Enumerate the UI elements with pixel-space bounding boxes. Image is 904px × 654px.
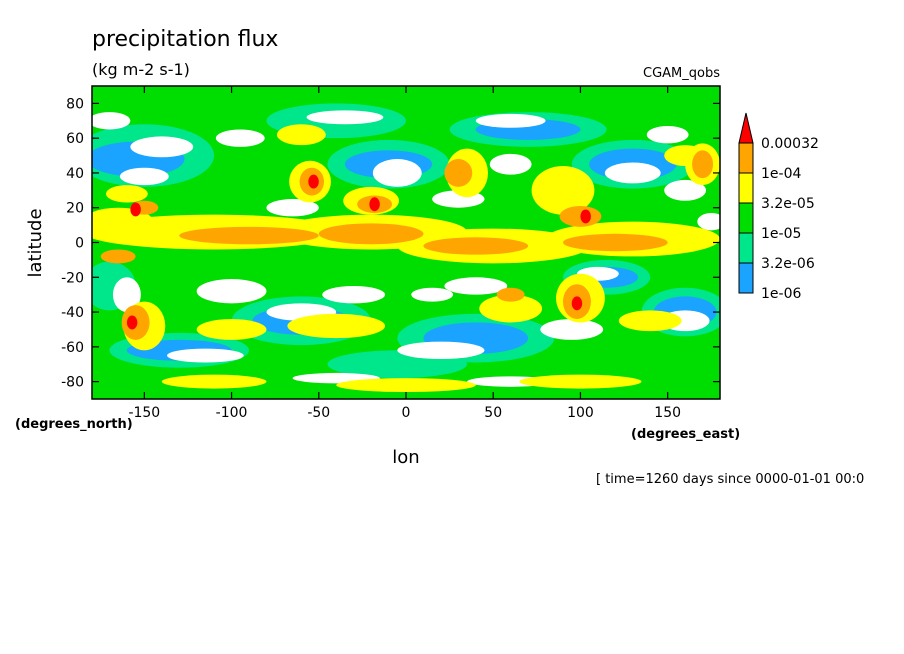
field-contour <box>266 199 319 217</box>
x-axis-units: (degrees_east) <box>631 427 740 442</box>
chart-title: precipitation flux <box>92 27 278 52</box>
x-axis-label: lon <box>392 447 419 468</box>
colorbar-swatch <box>738 172 754 204</box>
y-axis: -80 -60 -40 -20 0 20 40 60 80 <box>61 96 720 391</box>
field-contour <box>489 153 532 175</box>
field-contour <box>559 205 602 227</box>
field-contour <box>479 294 543 323</box>
field-contour <box>306 110 384 125</box>
field-contour <box>423 237 529 255</box>
colorbar-label: 1e-05 <box>761 226 801 242</box>
field-contour <box>519 374 642 389</box>
field-contour <box>540 319 604 340</box>
x-tick-label: -50 <box>307 405 330 421</box>
field-contour <box>308 174 319 189</box>
colorbar-label: 0.00032 <box>761 136 819 152</box>
colorbar-label: 1e-04 <box>761 166 801 182</box>
precipitation-field <box>92 86 720 399</box>
y-tick-label: 40 <box>66 166 84 182</box>
field-contour <box>112 277 141 313</box>
field-contour <box>372 159 422 187</box>
x-tick-label: -100 <box>216 405 248 421</box>
field-contour <box>580 209 591 224</box>
field-contour <box>411 287 454 302</box>
y-tick-label: 60 <box>66 131 84 147</box>
field-contour <box>369 197 380 212</box>
colorbar-swatch <box>738 232 754 264</box>
field-contour <box>179 226 319 245</box>
field-contour <box>130 136 194 158</box>
colorbar-swatch <box>738 262 754 294</box>
field-contour <box>664 179 707 201</box>
y-tick-label: 20 <box>66 201 84 217</box>
field-contour <box>646 125 689 144</box>
field-contour <box>100 249 136 264</box>
colorbar-label: 3.2e-05 <box>761 196 815 212</box>
x-axis: -150 -100 -50 0 50 100 150 <box>128 86 681 421</box>
y-axis-units: (degrees_north) <box>15 417 133 432</box>
field-contour <box>444 159 473 187</box>
y-tick-label: -20 <box>61 270 84 286</box>
field-contour <box>531 165 595 215</box>
field-contour <box>322 285 386 304</box>
field-contour <box>287 313 386 339</box>
field-contour <box>196 279 267 304</box>
field-contour <box>336 378 476 393</box>
colorbar-label: 1e-06 <box>761 286 801 302</box>
dataset-label: CGAM_qobs <box>643 66 720 81</box>
field-contour <box>496 287 525 302</box>
colorbar-label: 3.2e-06 <box>761 256 815 272</box>
field-contour <box>126 315 138 330</box>
y-tick-label: -80 <box>61 375 84 391</box>
field-contour <box>397 341 485 360</box>
field-contour <box>196 319 267 340</box>
time-footer: [ time=1260 days since 0000-01-01 00:0 <box>596 472 864 487</box>
field-contour <box>697 212 720 231</box>
field-contour <box>692 150 714 179</box>
colorbar-swatch <box>738 202 754 234</box>
y-tick-label: -40 <box>61 305 84 321</box>
field-contour <box>563 233 668 252</box>
colorbar: 0.00032 1e-04 3.2e-05 1e-05 3.2e-06 1e-06 <box>738 112 819 302</box>
colorbar-swatch <box>738 142 754 174</box>
colorbar-max-arrow <box>738 112 754 144</box>
x-tick-label: 50 <box>484 405 502 421</box>
field-contour <box>604 162 661 184</box>
y-axis-label: latitude <box>25 208 46 277</box>
field-contour <box>130 202 141 217</box>
field-contour <box>105 185 148 203</box>
y-tick-label: 80 <box>66 96 84 112</box>
chart-subtitle: (kg m-2 s-1) <box>92 60 190 79</box>
field-contour <box>276 124 326 146</box>
field-contour <box>92 112 131 130</box>
x-tick-label: 100 <box>567 405 594 421</box>
field-contour <box>215 129 265 147</box>
field-contour <box>318 223 424 245</box>
field-contour <box>571 296 583 311</box>
field-contour <box>618 310 682 332</box>
field-contour <box>119 167 169 186</box>
field-contour <box>167 348 244 363</box>
x-tick-label: -150 <box>128 405 160 421</box>
x-tick-label: 150 <box>654 405 681 421</box>
field-contour <box>161 374 267 389</box>
field-contour <box>475 113 546 128</box>
x-tick-label: 0 <box>402 405 411 421</box>
y-tick-label: -60 <box>61 340 84 356</box>
field-contour <box>444 277 508 295</box>
y-tick-label: 0 <box>75 236 84 252</box>
